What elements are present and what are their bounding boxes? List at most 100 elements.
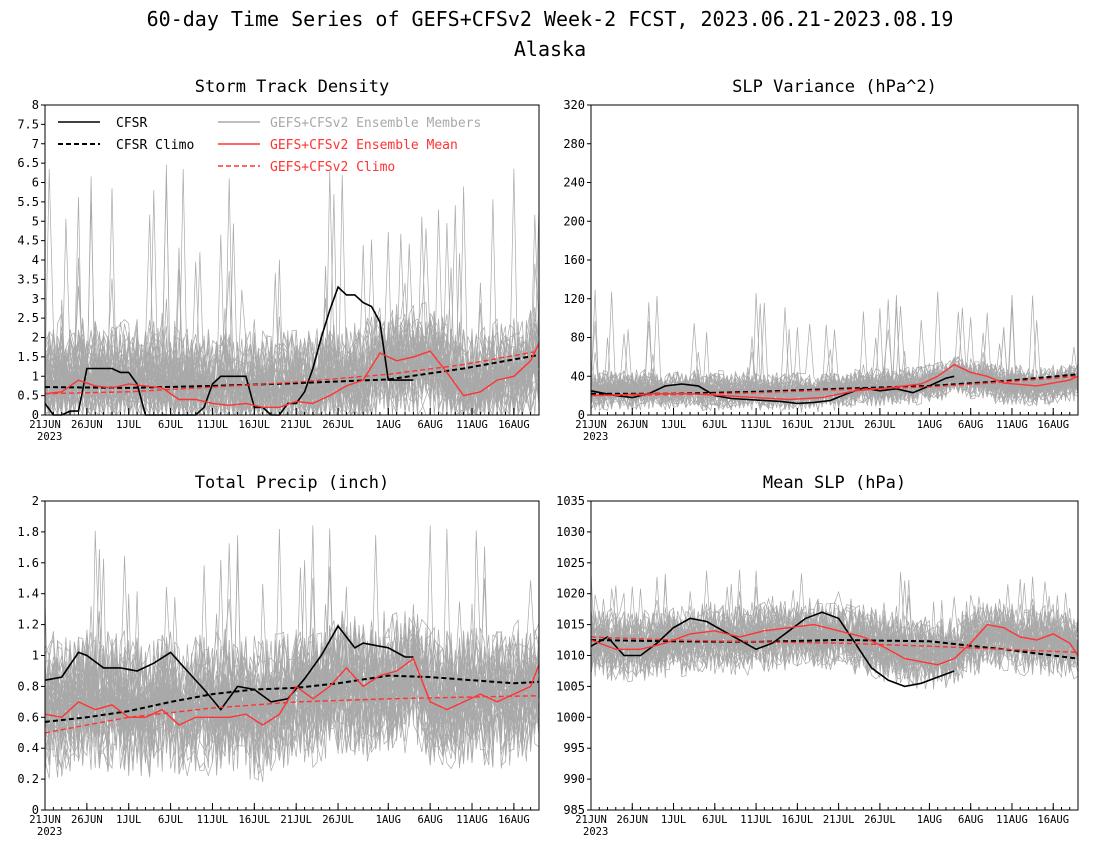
ensemble-member-line <box>45 328 539 415</box>
y-tick-label: 0 <box>32 803 39 817</box>
series-line-solid-red <box>44 657 540 726</box>
x-tick-label: 6AUG <box>958 814 983 826</box>
x-tick-label: 6AUG <box>418 419 443 431</box>
y-tick-label: 1 <box>32 369 39 383</box>
ensemble-member-line <box>591 593 1078 679</box>
legend-mean-label: GEFS+CFSv2 Ensemble Mean <box>270 138 458 153</box>
y-tick-label: 1030 <box>556 525 585 539</box>
y-tick-label: 8 <box>32 98 39 112</box>
panel-title: Mean SLP (hPa) <box>763 473 906 493</box>
panel-title: Storm Track Density <box>195 77 389 97</box>
series-line-dashed-black <box>44 353 540 389</box>
x-tick-label: 6AUG <box>958 419 983 431</box>
legend-cfsr-label: CFSR <box>116 116 147 131</box>
y-tick-label: 5.5 <box>17 195 39 209</box>
x-tick-label: 21JUL <box>823 814 855 826</box>
y-tick-label: 1.6 <box>17 556 39 570</box>
x-tick-label: 26JUL <box>322 814 354 826</box>
y-tick-label: 1035 <box>556 494 585 508</box>
x-tick-label: 26JUL <box>322 419 354 431</box>
y-tick-label: 6.5 <box>17 156 39 170</box>
x-tick-label: 11AUG <box>996 814 1028 826</box>
y-tick-label: 1.5 <box>17 350 39 364</box>
x-tick-label: 1AUG <box>917 419 942 431</box>
legend-cfsr-climo-label: CFSR Climo <box>116 138 194 153</box>
legend-members-label: GEFS+CFSv2 Ensemble Members <box>270 116 481 131</box>
y-tick-label: 1000 <box>556 710 585 724</box>
series-line-dashed-red <box>44 350 540 395</box>
x-tick-label: 6JUL <box>702 814 727 826</box>
series-line-solid-black <box>44 285 414 416</box>
series-line-dashed-black <box>590 638 1079 660</box>
x-tick-label: 26JUL <box>864 814 896 826</box>
ensemble-member-line <box>45 558 539 772</box>
x-tick-label: 1JUL <box>116 814 141 826</box>
panel-4: Mean SLP (hPa) 985 990 995 1000 1005 1010 1015 1… <box>556 473 1079 838</box>
y-tick-label: 0.8 <box>17 679 39 693</box>
x-tick-label: 11JUL <box>740 419 772 431</box>
x-tick-label: 26JUN <box>71 419 103 431</box>
panel-title: Total Precip (inch) <box>195 473 389 493</box>
x-tick-label: 6JUL <box>158 419 183 431</box>
series-line-dashed-red <box>590 636 1079 654</box>
legend: CFSR CFSR Climo GEFS+CFSv2 Ensemble Member… <box>58 116 481 175</box>
x-tick-label: 6AUG <box>418 814 443 826</box>
x-tick-label: 11AUG <box>456 814 488 826</box>
series-line-dashed-red <box>44 695 540 734</box>
plot-frame <box>590 104 1079 416</box>
y-tick-label: 7 <box>32 137 39 151</box>
ensemble-members <box>45 164 539 415</box>
series-line-solid-black <box>44 624 414 711</box>
y-tick-label: 0 <box>578 408 585 422</box>
y-tick-label: 1.8 <box>17 525 39 539</box>
ensemble-member-line <box>591 357 1078 406</box>
ensemble-member-line <box>45 205 539 415</box>
x-tick-label: 16JUL <box>782 814 814 826</box>
series-line-solid-red <box>44 342 540 408</box>
y-tick-label: 2.5 <box>17 311 39 325</box>
y-tick-label: 0.5 <box>17 389 39 403</box>
x-tick-label: 16JUL <box>239 419 271 431</box>
series-line-dashed-red <box>590 375 1079 397</box>
series-line-solid-red <box>590 623 1079 666</box>
x-tick-label: 1JUL <box>116 419 141 431</box>
x-tick-label: 1AUG <box>917 814 942 826</box>
figure-subtitle: Alaska <box>514 37 586 61</box>
x-tick-label: 21JUL <box>280 814 312 826</box>
y-tick-label: 985 <box>563 803 585 817</box>
ensemble-member-line <box>45 525 539 782</box>
x-tick-label: 21JUL <box>280 419 312 431</box>
ensemble-member-line <box>591 302 1078 412</box>
y-tick-label: 0.2 <box>17 772 39 786</box>
y-tick-label: 1020 <box>556 587 585 601</box>
x-year-label: 2023 <box>37 431 62 443</box>
ensemble-member-line <box>591 368 1078 410</box>
panel-2: SLP Variance (hPa^2) 0 40 80 120 160 200 240 280… <box>563 77 1079 443</box>
panel-title: SLP Variance (hPa^2) <box>732 77 937 97</box>
x-tick-label: 1JUL <box>661 419 686 431</box>
y-tick-label: 2 <box>32 331 39 345</box>
y-tick-label: 80 <box>571 331 585 345</box>
x-tick-label: 21JUN <box>575 814 607 826</box>
y-tick-label: 1.2 <box>17 618 39 632</box>
ensemble-member-line <box>45 630 539 766</box>
x-tick-label: 16AUG <box>498 419 530 431</box>
panel-3: Total Precip (inch) 0 0.2 0.4 0.6 0.8 1 1.2 1.4 1… <box>17 473 540 838</box>
y-tick-label: 1010 <box>556 649 585 663</box>
y-tick-label: 995 <box>563 741 585 755</box>
x-tick-label: 26JUN <box>71 814 103 826</box>
x-tick-label: 21JUL <box>823 419 855 431</box>
y-tick-label: 6 <box>32 176 39 190</box>
ensemble-member-line <box>45 244 539 415</box>
y-tick-label: 0.6 <box>17 710 39 724</box>
series-line-solid-black <box>590 375 955 405</box>
y-tick-label: 0 <box>32 408 39 422</box>
x-tick-label: 21JUN <box>29 419 61 431</box>
legend-gefs-climo-label: GEFS+CFSv2 Climo <box>270 160 395 175</box>
x-tick-label: 16AUG <box>1037 419 1069 431</box>
x-tick-label: 16AUG <box>498 814 530 826</box>
x-tick-label: 16JUL <box>782 419 814 431</box>
ensemble-member-line <box>45 556 539 772</box>
y-tick-label: 1 <box>32 649 39 663</box>
